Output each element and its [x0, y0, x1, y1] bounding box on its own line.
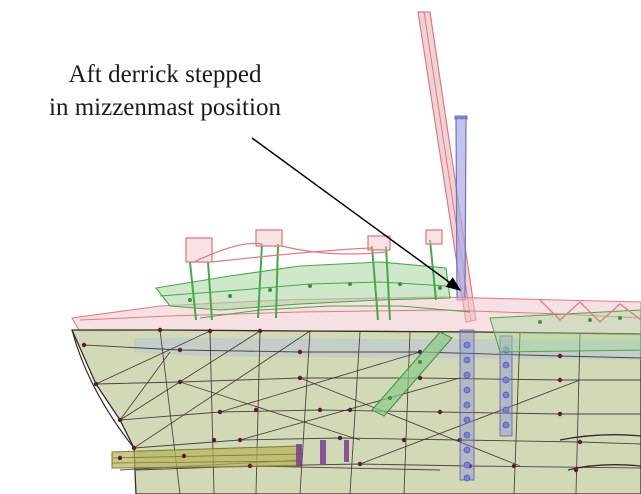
- annotation-line-2: in mizzenmast position: [49, 94, 281, 121]
- annotation-line-1: Aft derrick stepped: [68, 61, 262, 88]
- propeller-shaft: [111, 445, 301, 469]
- blue-derrick: [454, 115, 468, 301]
- green-superstructure: [154, 239, 641, 417]
- annotation-pointer-arrow: [251, 137, 462, 291]
- red-davits: [185, 229, 641, 323]
- annotation-label: Aft derrick stepped in mizzenmast positi…: [0, 58, 330, 124]
- hull: [70, 327, 641, 494]
